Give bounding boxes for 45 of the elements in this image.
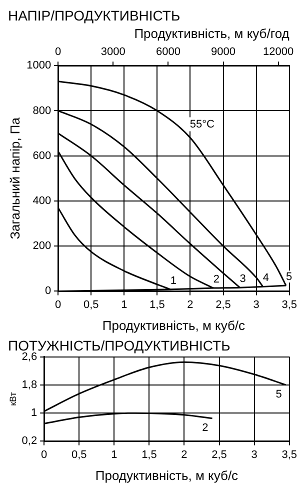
- x2-axis-title: Продуктивність, м куб/год: [134, 26, 290, 42]
- y-tick-label: 400: [32, 194, 52, 207]
- x2-tick-label: 12000: [263, 46, 294, 58]
- series-label: 1: [170, 274, 177, 287]
- x-tick-label: 2,5: [212, 448, 227, 461]
- y-tick-label: 2,6: [22, 350, 38, 363]
- x-tick-label: 1,5: [150, 298, 165, 311]
- y-axis-title: Загальний напір, Па: [7, 116, 22, 240]
- series-label: 3: [240, 273, 246, 286]
- x-tick-label: 1: [121, 298, 128, 311]
- x-tick-label: 2,5: [216, 298, 231, 311]
- x-axis-title: Продуктивність, м куб/с: [102, 318, 246, 333]
- x2-tick-label: 9000: [211, 46, 236, 58]
- chart-title: ПОТУЖНІСТЬ/ПРОДУКТИВНІСТЬ: [8, 337, 230, 354]
- series-label: 2: [213, 274, 220, 286]
- x-tick-label: 0,5: [83, 298, 99, 311]
- x-tick-label: 1: [111, 448, 118, 461]
- x-axis-title: Продуктивність, м куб/с: [95, 468, 239, 483]
- y-tick-label: 1000: [26, 60, 52, 72]
- y-tick-label: 800: [32, 104, 52, 117]
- x-tick-label: 2: [181, 448, 188, 461]
- y-tick-label: 1: [30, 407, 38, 420]
- x-tick-label: 3: [251, 448, 258, 461]
- x2-tick-label: 3000: [100, 46, 126, 58]
- x-tick-label: 2: [187, 298, 194, 311]
- series-label: 5: [276, 388, 282, 400]
- y-tick-label: 0,2: [22, 435, 38, 448]
- x-tick-label: 3,5: [282, 298, 298, 311]
- y-tick-label: 0: [44, 285, 52, 298]
- x-tick-label: 3,5: [282, 448, 298, 461]
- series-label: 2: [202, 422, 208, 434]
- series-label: 5: [286, 271, 292, 284]
- y-axis-title: кВт: [8, 392, 18, 406]
- y-tick-label: 1,8: [22, 378, 38, 391]
- x-tick-label: 0: [55, 298, 62, 311]
- annotation: 55°C: [190, 118, 215, 130]
- series-label: 4: [262, 272, 270, 284]
- x2-tick-label: 0: [55, 46, 62, 58]
- chart-title: НАПІР/ПРОДУКТИВНІСТЬ: [8, 7, 180, 24]
- y-tick-label: 200: [32, 240, 52, 252]
- x-tick-label: 0,5: [71, 448, 87, 461]
- y-tick-label: 600: [32, 150, 52, 162]
- x2-tick-label: 6000: [156, 46, 180, 58]
- x-tick-label: 1,5: [142, 448, 157, 461]
- x-tick-label: 3: [253, 298, 260, 311]
